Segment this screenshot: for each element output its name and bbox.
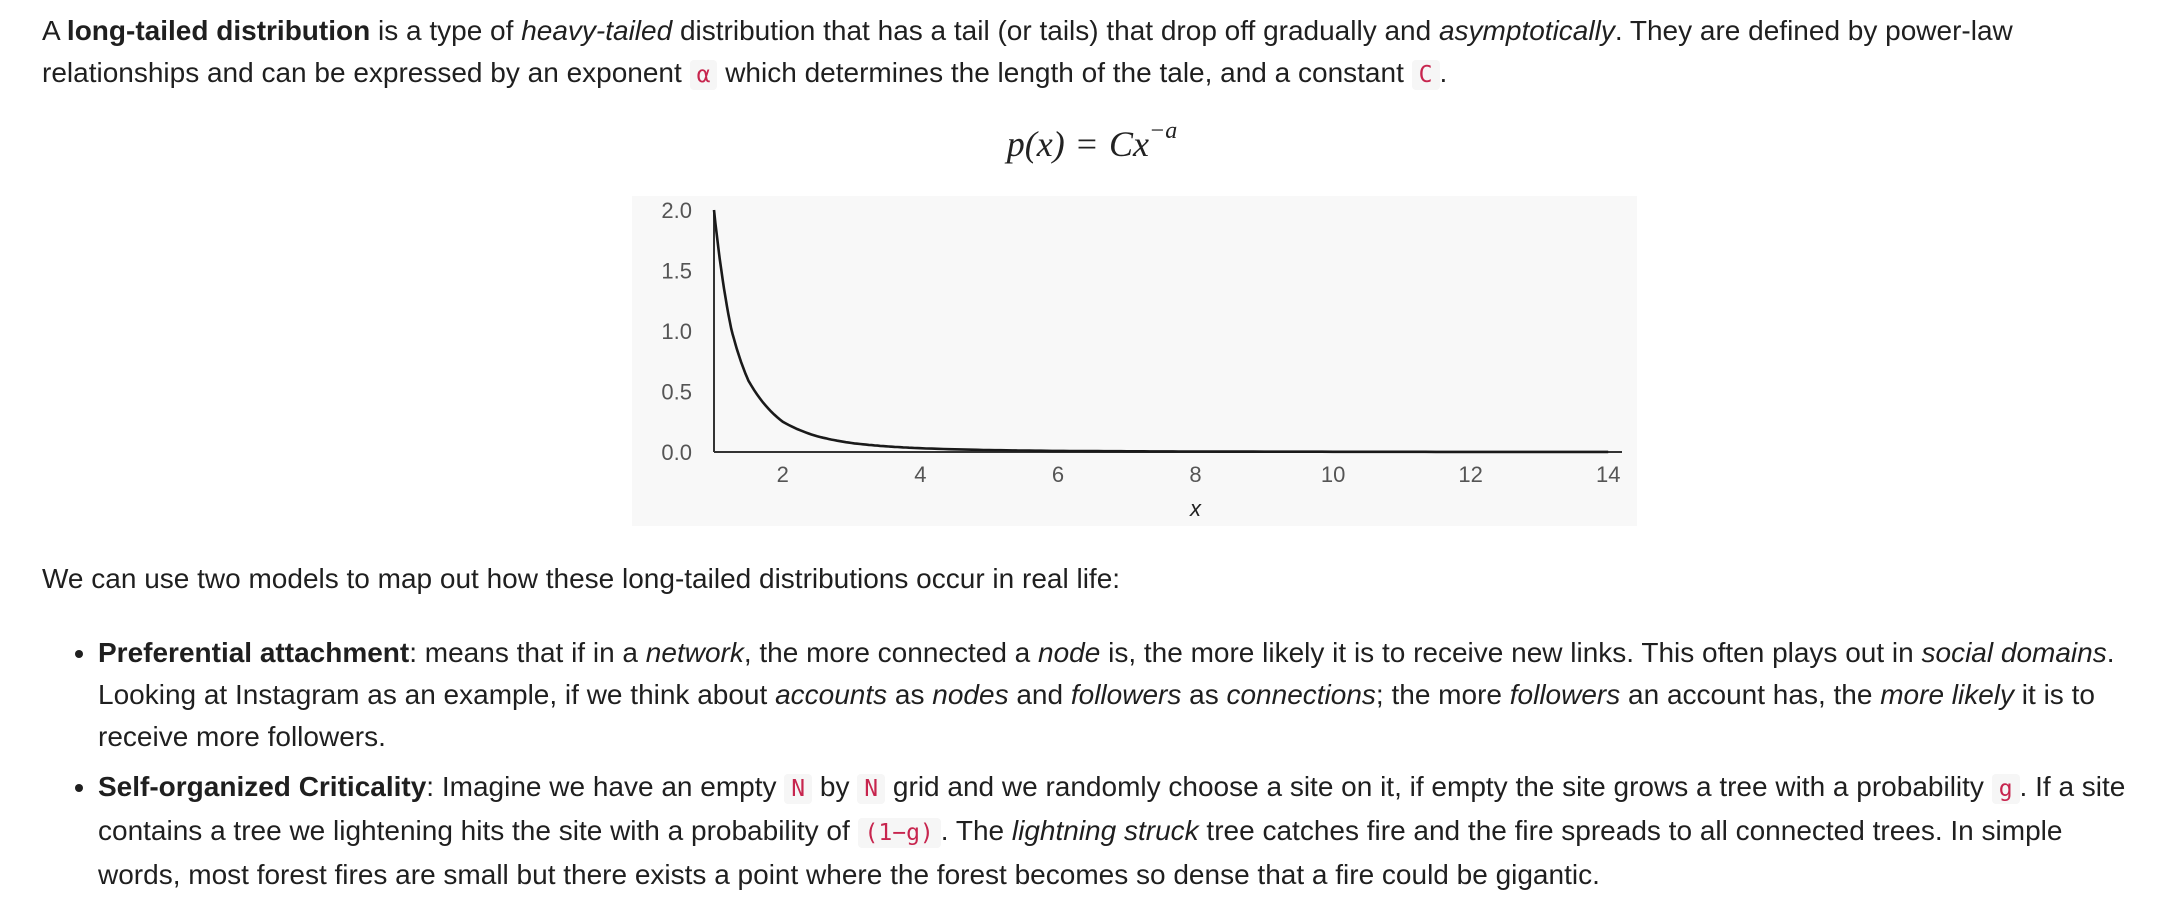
term-network: network xyxy=(645,637,744,668)
item-text: . The xyxy=(940,815,1012,846)
y-tick-label: 0.0 xyxy=(661,440,692,465)
y-tick-label: 0.5 xyxy=(661,380,692,405)
power-law-formula: p(x) = Cx−a xyxy=(42,118,2142,165)
formula-equals: = xyxy=(1076,124,1098,164)
term-followers: followers xyxy=(1509,679,1621,710)
x-tick-label: 10 xyxy=(1321,462,1345,487)
item-text: : Imagine we have an empty xyxy=(426,771,785,802)
term-asymptotically: asymptotically xyxy=(1438,15,1615,46)
term-connections: connections xyxy=(1226,679,1376,710)
code-one-minus-g: (1−g) xyxy=(857,818,941,848)
code-constant-c: C xyxy=(1411,60,1440,90)
item-text: . If a site contains a tree we lightenin… xyxy=(98,771,2126,846)
code-n: N xyxy=(857,774,886,804)
term-lightning-struck: lightning struck xyxy=(1011,815,1199,846)
models-section: We can use two models to map out how the… xyxy=(42,558,2142,904)
item-text: is, the more likely it is to receive new… xyxy=(1100,637,1922,668)
item-text: as xyxy=(1181,679,1227,710)
term-accounts: accounts xyxy=(775,679,888,710)
item-text: and xyxy=(1008,679,1071,710)
x-tick-label: 12 xyxy=(1458,462,1482,487)
power-law-chart: 0.0 0.5 1.0 1.5 2.0 2 4 6 8 10 12 14 x xyxy=(632,196,1637,526)
term-followers: followers xyxy=(1070,679,1182,710)
x-tick-label: 14 xyxy=(1596,462,1620,487)
list-item-preferential-attachment: Preferential attachment: means that if i… xyxy=(98,632,2142,758)
item-text: : means that if in a xyxy=(409,637,646,668)
term-heavy-tailed: heavy-tailed xyxy=(521,15,673,46)
series-line xyxy=(712,209,1609,454)
item-text: as xyxy=(887,679,933,710)
term-preferential-attachment: Preferential attachment xyxy=(98,637,410,668)
formula-lhs: p(x) xyxy=(1006,124,1065,164)
term-node: node xyxy=(1038,637,1101,668)
code-n: N xyxy=(784,774,813,804)
intro-text: is a type of xyxy=(370,15,522,46)
models-list: Preferential attachment: means that if i… xyxy=(42,632,2142,896)
y-tick-label: 1.0 xyxy=(661,319,692,344)
x-tick-label: 8 xyxy=(1189,462,1201,487)
item-text: ; the more xyxy=(1375,679,1510,710)
term-long-tailed-distribution: long-tailed distribution xyxy=(66,15,371,46)
intro-text: which determines the length of the tale,… xyxy=(717,57,1412,88)
intro-text: . xyxy=(1439,57,1448,88)
intro-text: distribution that has a tail (or tails) … xyxy=(672,15,1439,46)
x-axis-label: x xyxy=(1189,496,1202,521)
x-tick-label: 2 xyxy=(777,462,789,487)
item-text: tree catches fire and the fire spreads t… xyxy=(98,815,2063,890)
models-intro: We can use two models to map out how the… xyxy=(42,563,1121,594)
item-text: it is to receive more followers. xyxy=(98,679,2095,752)
intro-paragraph: A long-tailed distribution is a type of … xyxy=(42,0,2142,96)
formula-exponent: −a xyxy=(1149,118,1178,144)
code-g: g xyxy=(1991,774,2020,804)
term-nodes: nodes xyxy=(932,679,1009,710)
intro-text: A xyxy=(42,15,67,46)
list-item-self-organized-criticality: Self-organized Criticality: Imagine we h… xyxy=(98,766,2142,896)
item-text: by xyxy=(812,771,858,802)
article-body: A long-tailed distribution is a type of … xyxy=(42,0,2142,890)
x-tick-label: 6 xyxy=(1052,462,1064,487)
formula-rhs: Cx xyxy=(1109,124,1150,164)
item-text: an account has, the xyxy=(1620,679,1881,710)
item-text: . Looking at Instagram as an example, if… xyxy=(98,637,2115,710)
chart-svg: 0.0 0.5 1.0 1.5 2.0 2 4 6 8 10 12 14 x xyxy=(661,198,1622,521)
term-more-likely: more likely xyxy=(1880,679,2015,710)
code-alpha: α xyxy=(689,60,718,90)
term-social-domains: social domains xyxy=(1921,637,2107,668)
x-tick-label: 4 xyxy=(914,462,926,487)
intro-text: . They are defined by power-law relation… xyxy=(42,15,2013,88)
item-text: grid and we randomly choose a site on it… xyxy=(885,771,1992,802)
term-self-organized-criticality: Self-organized Criticality xyxy=(98,771,427,802)
y-tick-label: 2.0 xyxy=(661,198,692,223)
y-tick-label: 1.5 xyxy=(661,259,692,284)
item-text: , the more connected a xyxy=(743,637,1039,668)
